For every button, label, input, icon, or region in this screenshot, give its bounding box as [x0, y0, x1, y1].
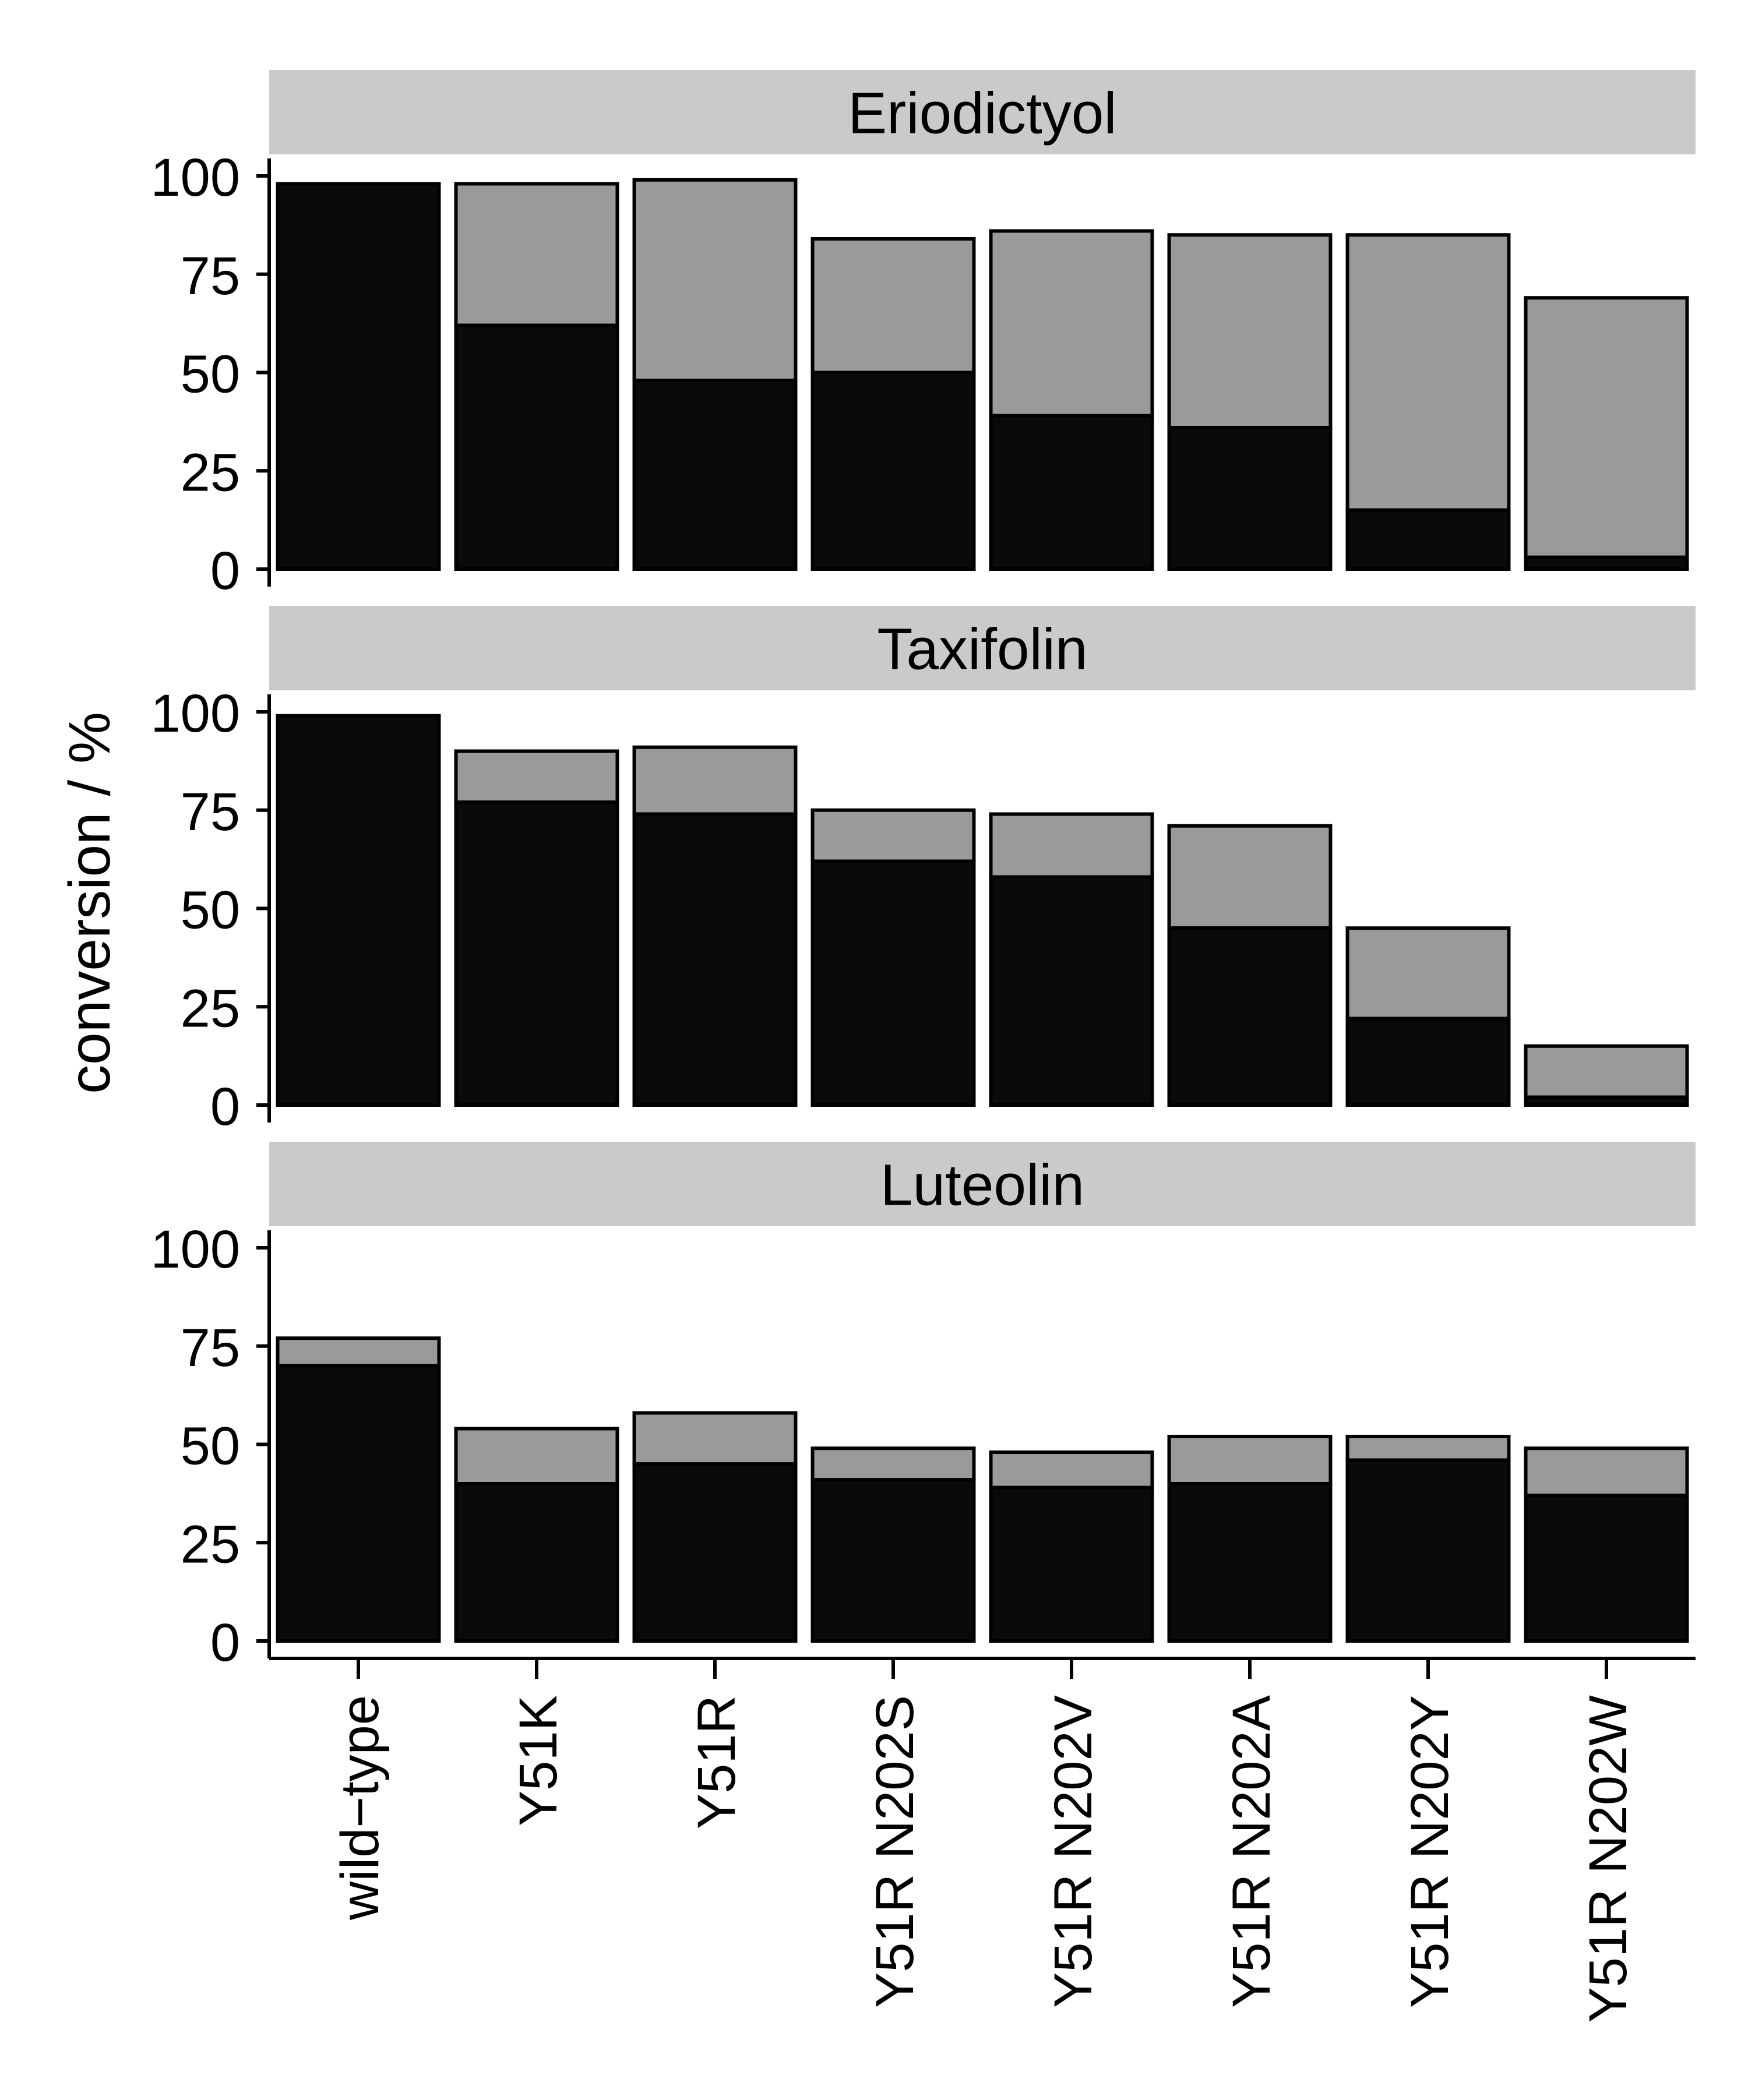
bar-top-segment: [810, 237, 976, 375]
x-tick-label: Y51R N202A: [1222, 1695, 1281, 2008]
y-axis-label: conversion / %: [57, 712, 122, 1094]
bar-top-segment: [454, 182, 619, 327]
facet-eriodictyol: Eriodictyol 0 25 50 75 100: [151, 70, 1696, 601]
bar-top-segment: [1524, 1446, 1689, 1498]
y-tick-label: 0: [210, 1613, 240, 1672]
bar-bottom-segment: [810, 370, 976, 571]
bar-top-segment: [1524, 1044, 1689, 1099]
y-tick-label: 75: [181, 782, 240, 842]
x-tick-label: wild−type: [330, 1695, 390, 1921]
bar-bottom-segment: [1167, 1482, 1333, 1643]
bar-top-segment: [1167, 233, 1333, 429]
facet-taxifolin: Taxifolin 0 25 50 75 100: [151, 606, 1696, 1137]
y-tick-label: 50: [181, 1417, 240, 1476]
bar-top-segment: [276, 1336, 441, 1368]
facet-strip: [269, 1142, 1696, 1226]
bar-top-segment: [989, 812, 1154, 879]
y-tick-label: 50: [181, 345, 240, 404]
y-tick-label: 25: [181, 1515, 240, 1574]
bar-top-segment: [989, 229, 1154, 418]
facet-strip: [269, 606, 1696, 690]
bar-bottom-segment: [454, 1482, 619, 1643]
bar-top-segment: [810, 808, 976, 863]
y-tick-label: 0: [210, 1077, 240, 1137]
bar-top-segment: [1345, 926, 1511, 1021]
bar-bottom-segment: [989, 414, 1154, 571]
bar-bottom-segment: [276, 1364, 441, 1643]
bar-bottom-segment: [632, 812, 798, 1107]
bar-bottom-segment: [1345, 1017, 1511, 1107]
bar-bottom-segment: [454, 800, 619, 1107]
bar-bottom-segment: [632, 1462, 798, 1643]
facet-strip: [269, 70, 1696, 154]
facet-label: Taxifolin: [877, 617, 1087, 682]
facet-luteolin: Luteolin 0 25 50 75 100: [151, 1142, 1696, 1672]
x-tick-label: Y51R N202S: [865, 1695, 925, 2008]
facet-panels: Eriodictyol 0 25 50 75 100 Taxifolin 0 25 50 75 100…: [151, 70, 1696, 1672]
y-tick-label: 25: [181, 443, 240, 502]
bar-bottom-segment: [1524, 555, 1689, 571]
bar-bottom-segment: [1345, 508, 1511, 571]
x-axis: wild−type Y51K Y51R Y51R N202S Y51R N202V Y51…: [269, 1657, 1696, 2023]
y-tick-label: 25: [181, 979, 240, 1038]
bar-bottom-segment: [1524, 1494, 1689, 1643]
y-tick-label: 0: [210, 541, 240, 601]
bar-bottom-segment: [989, 875, 1154, 1107]
bar-bottom-segment: [276, 714, 441, 1107]
x-tick-label: Y51R N202W: [1578, 1695, 1638, 2023]
bar-top-segment: [1167, 824, 1333, 930]
bar-top-segment: [810, 1446, 976, 1482]
bar-top-segment: [989, 1450, 1154, 1490]
bar-bottom-segment: [989, 1485, 1154, 1643]
bar-bottom-segment: [810, 1478, 976, 1643]
bar-bottom-segment: [454, 323, 619, 571]
bar-top-segment: [1345, 1435, 1511, 1462]
bar-bottom-segment: [276, 182, 441, 571]
bar-bottom-segment: [632, 379, 798, 571]
bar-bottom-segment: [1345, 1458, 1511, 1643]
x-tick-label: Y51R N202V: [1044, 1695, 1103, 2008]
y-tick-label: 50: [181, 881, 240, 940]
facet-label: Eriodictyol: [848, 81, 1116, 146]
x-tick-label: Y51R N202Y: [1400, 1695, 1460, 2008]
y-tick-label: 75: [181, 1318, 240, 1378]
y-tick-label: 100: [151, 684, 241, 743]
x-tick-label: Y51R: [687, 1695, 746, 1829]
bar-top-segment: [1345, 233, 1511, 512]
y-tick-label: 75: [181, 246, 240, 306]
bar-top-segment: [632, 178, 798, 382]
bar-top-segment: [1524, 296, 1689, 559]
x-tick-label: Y51K: [509, 1695, 568, 1826]
facet-label: Luteolin: [880, 1153, 1084, 1218]
bar-top-segment: [1167, 1435, 1333, 1485]
bar-bottom-segment: [1167, 426, 1333, 571]
bar-top-segment: [632, 1411, 798, 1466]
bar-top-segment: [632, 745, 798, 816]
bar-top-segment: [454, 1427, 619, 1485]
y-tick-label: 100: [151, 1220, 241, 1279]
bar-bottom-segment: [810, 859, 976, 1107]
bar-bottom-segment: [1524, 1095, 1689, 1107]
bar-top-segment: [454, 749, 619, 804]
y-tick-label: 100: [151, 148, 241, 207]
bar-bottom-segment: [1167, 926, 1333, 1107]
